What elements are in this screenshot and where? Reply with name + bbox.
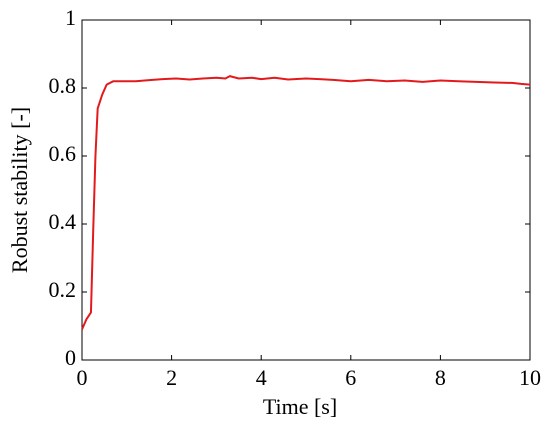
y-tick-label: 0	[65, 345, 76, 370]
data-line	[81, 75, 531, 330]
y-tick-label: 0.8	[49, 73, 77, 98]
y-tick-label: 0.6	[49, 141, 77, 166]
x-tick-label: 0	[77, 365, 88, 390]
x-tick-label: 2	[166, 365, 177, 390]
x-axis-label: Time [s]	[263, 394, 337, 419]
y-tick-label: 1	[65, 5, 76, 30]
x-tick-label: 8	[435, 365, 446, 390]
x-tick-label: 10	[519, 365, 541, 390]
x-tick-label: 4	[256, 365, 267, 390]
plot-frame	[81, 19, 531, 361]
y-tick-label: 0.2	[49, 277, 77, 302]
y-axis-label: Robust stability [-]	[7, 107, 32, 273]
x-tick-label: 6	[345, 365, 356, 390]
y-tick-label: 0.4	[49, 209, 77, 234]
